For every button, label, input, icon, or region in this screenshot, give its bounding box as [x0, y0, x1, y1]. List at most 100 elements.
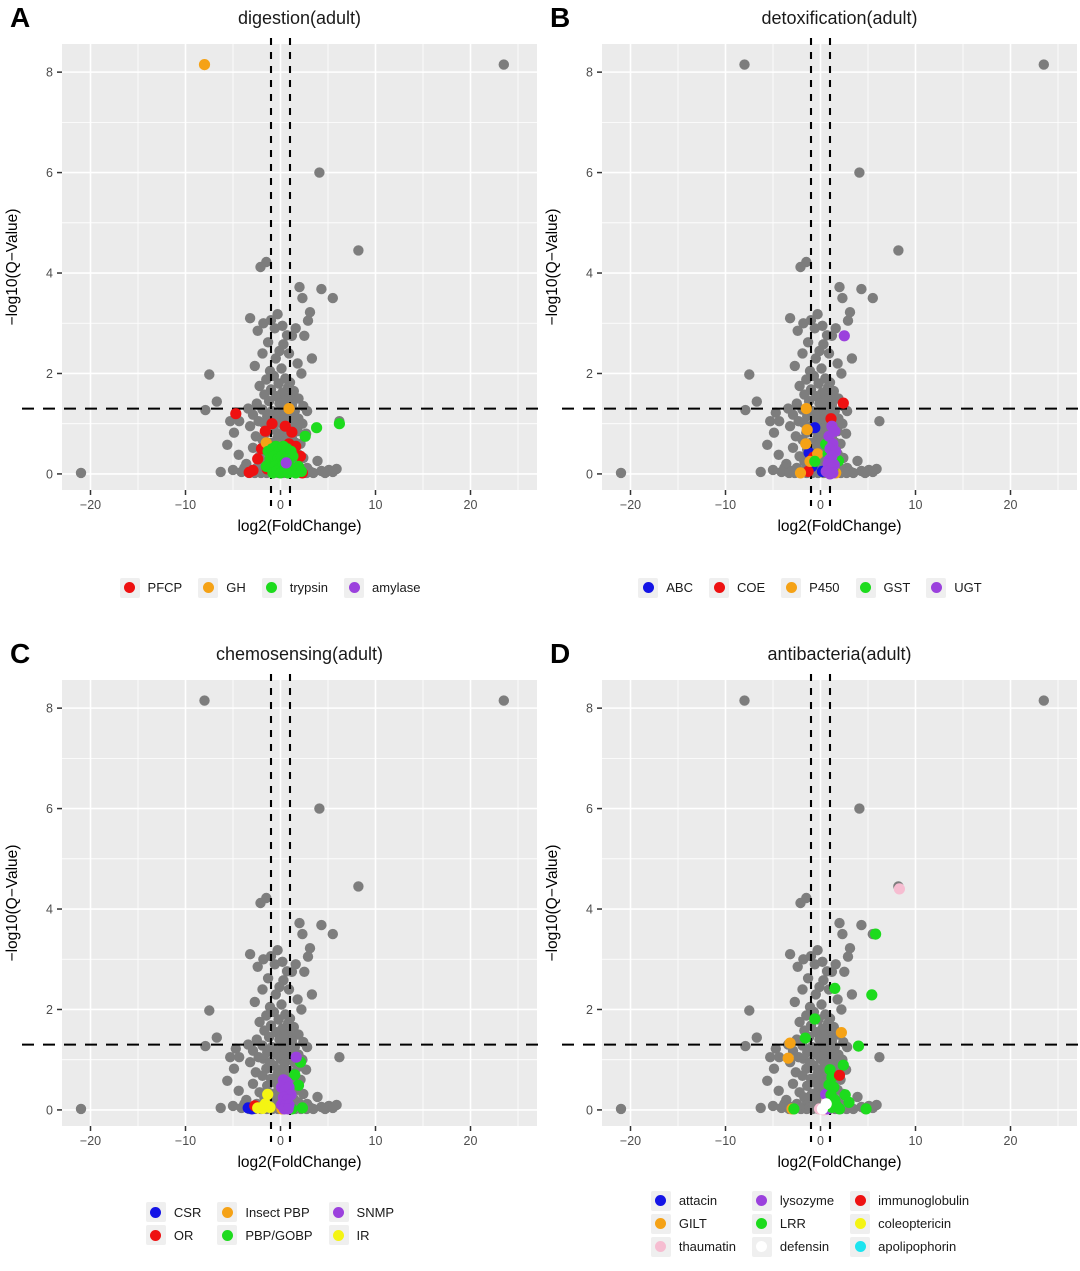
- legend-item: ABC: [638, 577, 693, 598]
- legend-key: [781, 577, 802, 598]
- data-point: [794, 380, 805, 392]
- legend-label: P450: [809, 580, 840, 595]
- data-point: [244, 313, 256, 324]
- data-point: [802, 973, 814, 984]
- legend-item: GH: [198, 577, 246, 598]
- data-point: [832, 358, 843, 369]
- data-point: [774, 1052, 785, 1063]
- data-point: [353, 881, 364, 892]
- data-point: [799, 1032, 811, 1044]
- data-point: [286, 426, 298, 438]
- data-point: [233, 1085, 244, 1096]
- data-point: [312, 1091, 323, 1103]
- svg-text:20: 20: [1004, 1134, 1018, 1148]
- legend-key: [709, 577, 729, 598]
- svg-text:20: 20: [1004, 498, 1018, 512]
- data-point: [813, 1075, 825, 1086]
- data-point: [261, 374, 272, 385]
- legend-key: [751, 1236, 772, 1257]
- svg-text:2: 2: [46, 1003, 53, 1017]
- legend-label: LRR: [779, 1216, 806, 1231]
- data-point: [816, 1103, 828, 1115]
- legend-grid: PFCP GH trypsin amylase: [119, 577, 420, 598]
- data-point: [744, 1005, 755, 1016]
- legend-label: GILT: [678, 1216, 707, 1231]
- legend-dot-icon: [785, 582, 797, 593]
- legend-item: defensin: [751, 1236, 834, 1257]
- legend-key: [145, 1225, 166, 1245]
- data-point: [774, 416, 785, 427]
- panel-digestion: A digestion(adult) −20 −10 0 10 20 0 2 4 6 8 log2(…: [0, 0, 540, 635]
- legend-dot-icon: [333, 1229, 345, 1241]
- legend-item: OR: [145, 1225, 201, 1246]
- legend-label: ABC: [666, 580, 693, 595]
- volcano-plot: −20 −10 0 10 20 0 2 4 6 8 log2(FoldChange) −log10(Q…: [544, 38, 1080, 535]
- data-point: [740, 1040, 751, 1052]
- data-point: [222, 439, 233, 450]
- data-point: [816, 999, 827, 1010]
- svg-text:−20: −20: [80, 1134, 101, 1148]
- legend-label: lysozyme: [779, 1193, 835, 1208]
- threshold-lines: [22, 674, 540, 1142]
- data-point: [776, 1102, 787, 1114]
- legend-label: immunoglobulin: [878, 1193, 970, 1208]
- data-point: [244, 1057, 256, 1068]
- data-point: [255, 261, 266, 273]
- data-point: [304, 943, 316, 954]
- data-point: [789, 360, 800, 372]
- legend-dot-icon: [348, 582, 360, 593]
- legend-dot-icon: [221, 1206, 233, 1218]
- axis-tick-labels: −20 −10 0 10 20 0 2 4 6 8: [586, 66, 1017, 512]
- data-point: [252, 453, 264, 465]
- legend-item: attacin: [650, 1190, 736, 1211]
- series-ir: [252, 1088, 276, 1114]
- axis-ticks: [597, 71, 1012, 495]
- axis-tick-labels: −20 −10 0 10 20 0 2 4 6 8: [46, 66, 477, 512]
- svg-text:0: 0: [46, 1103, 53, 1117]
- y-axis-label: −log10(Q−Value): [4, 209, 21, 326]
- svg-text:0: 0: [46, 467, 53, 481]
- data-point: [259, 425, 271, 437]
- data-point: [1038, 695, 1049, 706]
- data-point: [854, 167, 865, 178]
- data-point: [234, 1052, 245, 1063]
- data-point: [270, 989, 281, 1000]
- legend-key: [650, 1190, 671, 1211]
- legend-dot-icon: [221, 1229, 233, 1241]
- legend-label: CSR: [173, 1204, 202, 1220]
- data-point: [297, 418, 308, 429]
- legend-dot-icon: [150, 1229, 162, 1241]
- data-point: [784, 949, 796, 960]
- data-point: [262, 1088, 274, 1100]
- data-point: [866, 989, 878, 1001]
- data-point: [274, 1034, 285, 1045]
- legend-item: amylase: [344, 577, 420, 598]
- panel-title: digestion(adult): [237, 8, 362, 28]
- data-point: [836, 1004, 847, 1015]
- svg-text:−20: −20: [80, 498, 101, 512]
- data-point: [852, 455, 863, 467]
- data-point: [296, 368, 307, 379]
- axis-ticks: [57, 71, 472, 495]
- legend-item: COE: [709, 577, 765, 598]
- legend-dot-icon: [202, 582, 214, 593]
- data-point: [776, 466, 787, 478]
- data-point: [867, 292, 878, 304]
- data-point: [893, 883, 905, 895]
- data-point: [222, 1075, 233, 1086]
- svg-text:6: 6: [586, 802, 593, 816]
- legend-label: trypsin: [289, 580, 329, 595]
- data-point: [333, 418, 345, 430]
- data-point: [230, 1043, 241, 1054]
- axis-tick-labels: −20 −10 0 10 20 0 2 4 6 8: [586, 702, 1017, 1148]
- legend-dot-icon: [930, 582, 942, 593]
- data-point: [767, 464, 779, 476]
- data-point: [797, 1070, 808, 1081]
- data-point: [792, 961, 803, 972]
- data-point: [856, 283, 867, 295]
- legend-key: [119, 577, 140, 598]
- data-point: [296, 1004, 307, 1015]
- legend-key: [751, 1213, 772, 1234]
- data-point: [801, 374, 812, 385]
- data-point: [829, 982, 841, 994]
